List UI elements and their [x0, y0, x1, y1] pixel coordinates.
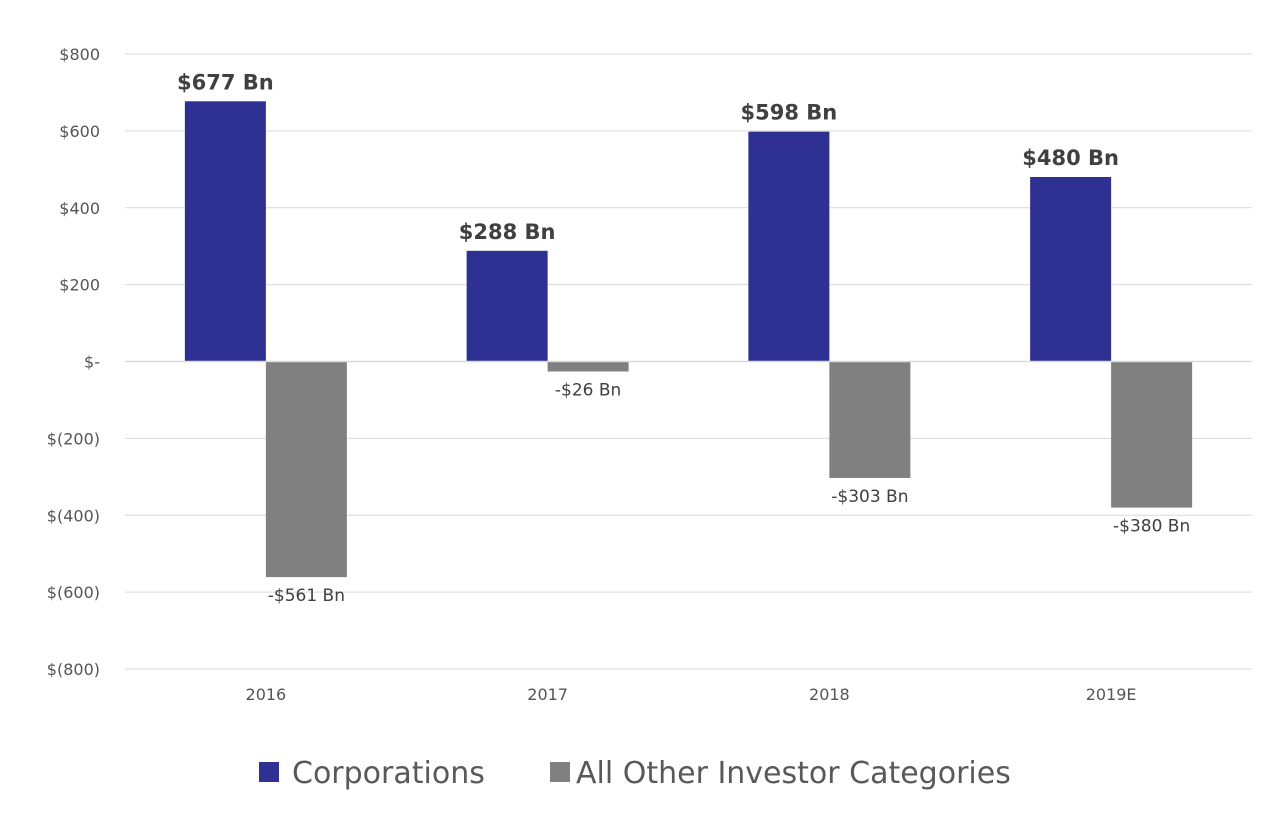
y-tick-label: $-: [84, 353, 100, 372]
y-tick-label: $600: [59, 122, 100, 141]
y-tick-label: $400: [59, 199, 100, 218]
corporations-bar-2018: [748, 131, 830, 362]
corporations-bar-2016: [184, 101, 266, 362]
legend-swatch: [550, 762, 570, 782]
legend-label: Corporations: [292, 756, 485, 791]
y-tick-label: $(800): [47, 660, 100, 679]
data-label: -$26 Bn: [555, 380, 621, 400]
legend-label: All Other Investor Categories: [576, 756, 1011, 791]
y-tick-label: $800: [59, 45, 100, 64]
other-investors-bar-2016: [265, 361, 347, 578]
y-tick-label: $(600): [47, 583, 100, 602]
data-label: $480 Bn: [1022, 146, 1119, 170]
y-tick-label: $(200): [47, 429, 100, 448]
x-tick-label: 2018: [809, 685, 850, 704]
data-labels: $677 Bn -$561 Bn $288 Bn -$26 Bn $598 Bn -$30…: [177, 70, 1190, 606]
legend-swatch: [259, 762, 279, 782]
data-label: -$380 Bn: [1113, 517, 1190, 537]
x-tick-label: 2016: [246, 685, 287, 704]
other-investors-bar-2018: [829, 361, 911, 478]
y-tick-label: $(400): [47, 506, 100, 525]
data-label: $288 Bn: [459, 220, 556, 244]
data-label: -$303 Bn: [831, 487, 908, 507]
y-axis-ticks: $800 $600 $400 $200 $- $(200) $(400) $(600) $(80…: [47, 45, 100, 679]
x-tick-label: 2017: [527, 685, 568, 704]
data-label: $677 Bn: [177, 70, 274, 94]
data-label: $598 Bn: [741, 101, 838, 125]
corporations-bar-2019e: [1030, 177, 1112, 362]
x-axis-ticks: 2016 2017 2018 2019E: [246, 685, 1137, 704]
bars: [184, 101, 1193, 578]
other-investors-bar-2019e: [1111, 361, 1193, 508]
other-investors-bar-2017: [547, 361, 629, 372]
data-label: -$561 Bn: [268, 586, 345, 606]
x-tick-label: 2019E: [1086, 685, 1137, 704]
corporations-bar-2017: [466, 250, 548, 362]
y-tick-label: $200: [59, 276, 100, 295]
legend: Corporations All Other Investor Categorie…: [259, 756, 1011, 791]
